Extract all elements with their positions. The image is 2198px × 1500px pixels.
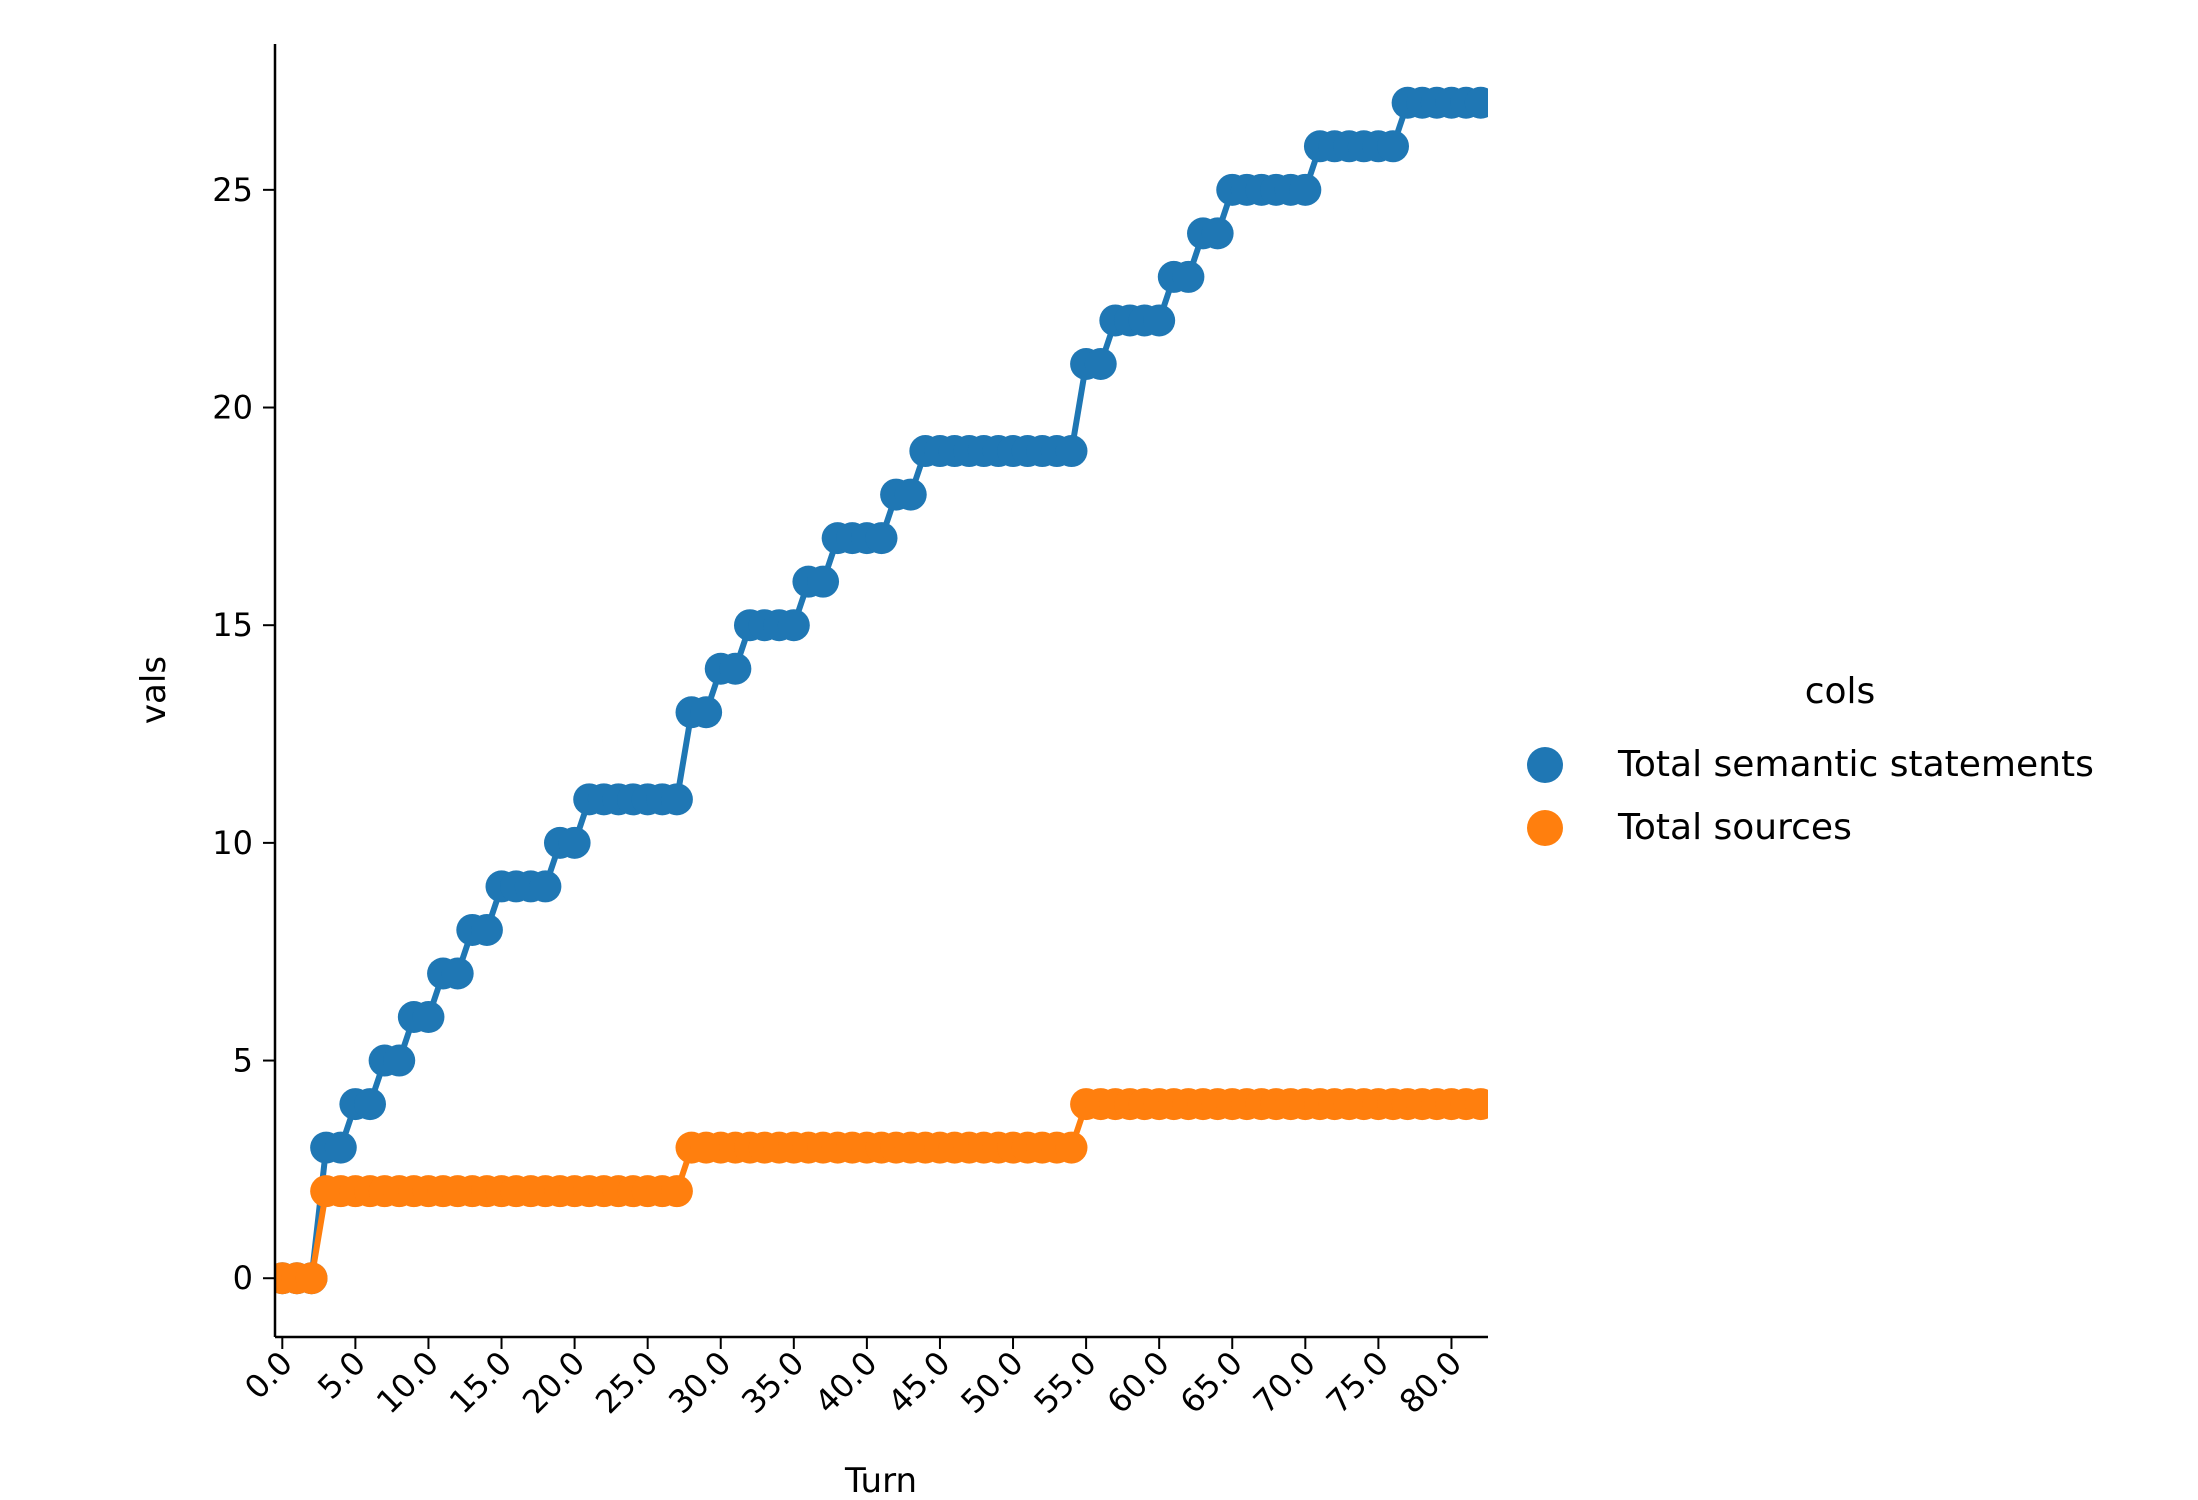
- data-point: [894, 478, 927, 511]
- x-axis-title: Turn: [844, 1461, 917, 1500]
- data-point: [1143, 304, 1176, 337]
- y-tick-label: 5: [233, 1042, 253, 1080]
- series-1: [275, 1088, 1488, 1295]
- data-point: [412, 1001, 445, 1034]
- data-point: [690, 696, 723, 729]
- x-tick-label: 0.0: [237, 1344, 300, 1407]
- data-point: [441, 957, 474, 990]
- y-tick-label: 10: [212, 824, 253, 862]
- data-point: [1377, 130, 1410, 163]
- x-tick-label: 65.0: [1173, 1344, 1250, 1421]
- legend-marker: [1527, 747, 1563, 783]
- legend: cols Total semantic statements Total sour…: [1527, 671, 2094, 848]
- data-point: [470, 913, 503, 946]
- x-tick-label: 45.0: [880, 1344, 957, 1421]
- data-point: [1464, 86, 1488, 119]
- y-axis-title: vals: [134, 656, 174, 724]
- y-ticks: 0 5 10 15 20 25: [212, 171, 275, 1297]
- data-point: [807, 565, 840, 598]
- data-point: [1201, 217, 1234, 250]
- x-tick-label: 40.0: [807, 1344, 884, 1421]
- legend-items: Total semantic statements Total sources: [1527, 744, 2094, 848]
- legend-title: cols: [1805, 671, 1876, 712]
- x-ticks: 0.0 5.010.015.020.025.030.035.040.045.050…: [237, 1337, 1469, 1421]
- legend-marker: [1527, 810, 1563, 846]
- data-point: [1055, 435, 1088, 468]
- x-tick-label: 70.0: [1246, 1344, 1323, 1421]
- series-layer: [275, 86, 1488, 1295]
- y-tick-label: 25: [212, 171, 253, 209]
- x-tick-label: 25.0: [588, 1344, 665, 1421]
- y-tick-label: 20: [212, 389, 253, 427]
- data-point: [719, 652, 752, 685]
- legend-label: Total semantic statements: [1617, 744, 2094, 785]
- data-point: [1172, 260, 1205, 293]
- data-point: [1289, 173, 1322, 206]
- axes: [273, 44, 1488, 1339]
- x-tick-label: 10.0: [369, 1344, 446, 1421]
- x-tick-label: 20.0: [515, 1344, 592, 1421]
- data-point: [353, 1088, 386, 1121]
- x-tick-label: 5.0: [310, 1344, 373, 1407]
- x-tick-label: 80.0: [1392, 1344, 1469, 1421]
- legend-item-1: Total sources: [1527, 807, 1852, 848]
- data-point: [1055, 1131, 1088, 1164]
- y-tick-label: 0: [233, 1259, 253, 1297]
- x-tick-label: 30.0: [661, 1344, 738, 1421]
- data-point: [383, 1044, 416, 1077]
- x-tick-label: 50.0: [953, 1344, 1030, 1421]
- x-tick-label: 75.0: [1319, 1344, 1396, 1421]
- data-point: [295, 1262, 328, 1295]
- data-point: [1084, 347, 1117, 380]
- data-point: [558, 826, 591, 859]
- x-tick-label: 15.0: [442, 1344, 519, 1421]
- x-tick-label: 60.0: [1100, 1344, 1177, 1421]
- data-point: [777, 609, 810, 642]
- x-tick-label: 35.0: [734, 1344, 811, 1421]
- x-tick-label: 55.0: [1027, 1344, 1104, 1421]
- series-0: [275, 86, 1488, 1295]
- data-point: [529, 870, 562, 903]
- data-point: [865, 522, 898, 555]
- data-point: [660, 1175, 693, 1208]
- data-point: [324, 1131, 357, 1164]
- data-point: [1464, 1088, 1488, 1121]
- legend-item-0: Total semantic statements: [1527, 744, 2094, 785]
- y-tick-label: 15: [212, 606, 253, 644]
- data-point: [660, 783, 693, 816]
- legend-label: Total sources: [1617, 807, 1852, 848]
